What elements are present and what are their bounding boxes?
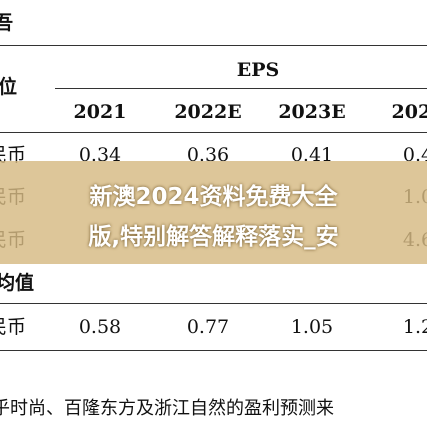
cell: 1.05 <box>290 316 334 338</box>
banner-line: 版,特别解答解释落实_安 <box>88 224 339 250</box>
footnote: 乎时尚、百隆东方及浙江自然的盈利预测来 <box>0 398 334 419</box>
column-header: 2021 <box>73 101 127 123</box>
cell: 0.58 <box>78 316 122 338</box>
rule <box>0 45 427 46</box>
rule <box>0 132 427 133</box>
banner: 新澳2024资料免费大全 版,特别解答解释落实_安 <box>0 161 427 264</box>
cell: 1.2 <box>402 316 427 338</box>
cell: 0.34 <box>78 144 122 166</box>
column-header: 2022E <box>174 101 242 123</box>
cell: 0.77 <box>186 316 230 338</box>
row-label: 均值 <box>0 272 35 294</box>
cell: 0.36 <box>186 144 230 166</box>
banner-line: 新澳2024资料免费大全 <box>89 184 338 210</box>
cell: 0.41 <box>290 144 334 166</box>
column-header: 2024 <box>391 101 427 123</box>
rule <box>55 88 427 89</box>
row-label: 民币 <box>0 144 27 166</box>
row-label: 民币 <box>0 316 27 338</box>
group-header: EPS <box>236 59 280 81</box>
rule <box>0 350 427 351</box>
cell: 0.4 <box>402 144 427 166</box>
title: 吾 <box>0 12 14 34</box>
column-header: 2023E <box>278 101 346 123</box>
rule <box>0 303 427 304</box>
unit-label: 位 <box>0 76 18 98</box>
